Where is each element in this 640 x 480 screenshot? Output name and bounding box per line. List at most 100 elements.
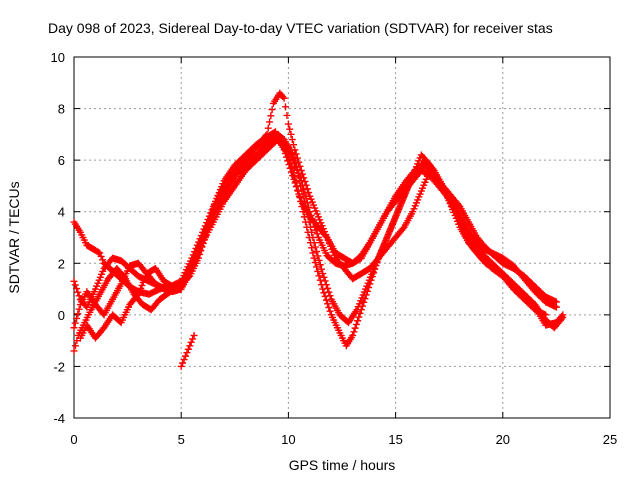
data-point — [71, 281, 79, 289]
data-point — [267, 112, 275, 120]
data-point — [262, 132, 270, 140]
data-point — [70, 347, 78, 355]
data-point — [305, 189, 313, 197]
data-point — [291, 146, 299, 154]
data-point — [281, 150, 289, 158]
data-point — [360, 298, 368, 306]
y-tick-label: 4 — [58, 205, 65, 220]
data-point — [283, 111, 291, 119]
y-tick-label: 10 — [51, 50, 65, 65]
data-point — [310, 254, 318, 262]
data-point — [286, 164, 294, 172]
data-point — [351, 324, 359, 332]
data-point — [74, 310, 82, 318]
data-point — [315, 272, 323, 280]
data-point — [367, 276, 375, 284]
data-point — [354, 317, 362, 325]
data-point — [317, 265, 325, 273]
data-point — [263, 130, 271, 138]
data-point — [321, 277, 329, 285]
data-point — [371, 265, 379, 273]
data-point — [177, 362, 185, 370]
data-point — [282, 103, 290, 111]
data-point — [97, 252, 105, 260]
data-point — [280, 146, 288, 154]
data-point — [317, 281, 325, 289]
data-point — [309, 249, 317, 257]
data-point — [283, 153, 291, 161]
data-point — [189, 335, 197, 343]
data-point — [316, 276, 324, 284]
data-point — [305, 234, 313, 241]
data-point — [361, 295, 369, 303]
data-point — [308, 244, 316, 252]
data-point — [187, 338, 195, 346]
data-point — [303, 223, 311, 231]
y-axis-label: SDTVAR / TECUs — [6, 181, 22, 293]
chart-title: Day 098 of 2023, Sidereal Day-to-day VTE… — [48, 20, 553, 36]
data-point — [70, 277, 78, 285]
grid — [74, 57, 610, 418]
data-point — [357, 306, 365, 314]
data-point — [99, 256, 107, 264]
data-point — [200, 236, 208, 244]
data-point — [320, 289, 328, 297]
data-point — [298, 170, 306, 178]
y-tick-label: 0 — [58, 308, 65, 323]
data-point — [320, 273, 328, 281]
data-point — [284, 157, 292, 165]
data-point — [326, 292, 334, 300]
data-point — [302, 181, 310, 189]
data-point — [359, 302, 367, 310]
data-point — [290, 175, 298, 183]
data-point — [190, 331, 198, 339]
y-tick-label: -2 — [53, 359, 65, 374]
data-point — [370, 269, 378, 277]
data-point — [315, 256, 323, 264]
data-series — [70, 133, 567, 329]
data-point — [295, 190, 303, 198]
data-point — [296, 194, 304, 202]
data-point — [322, 296, 330, 304]
data-point — [194, 254, 202, 262]
data-point — [313, 247, 321, 255]
data-point — [558, 315, 566, 323]
data-point — [264, 124, 272, 132]
x-tick-label: 15 — [388, 432, 402, 447]
data-point — [350, 328, 358, 336]
data-point — [319, 285, 327, 293]
data-point — [352, 320, 360, 328]
x-tick-label: 20 — [496, 432, 510, 447]
data-point — [288, 136, 296, 144]
data-point — [311, 259, 319, 267]
data-point — [356, 309, 364, 317]
data-point — [363, 287, 371, 295]
data-point — [399, 225, 407, 233]
data-point — [362, 291, 370, 299]
data-point — [294, 186, 302, 194]
data-point — [186, 342, 194, 350]
data-point — [291, 179, 299, 187]
x-axis-label: GPS time / hours — [289, 457, 396, 473]
data-point — [202, 232, 210, 240]
data-point — [179, 359, 187, 367]
data-point — [313, 263, 321, 271]
data-point — [324, 300, 332, 308]
data-point — [74, 288, 82, 296]
data-point — [300, 174, 308, 182]
data-series — [70, 128, 560, 332]
data-point — [71, 319, 79, 327]
data-point — [280, 94, 288, 102]
data-point — [184, 345, 192, 353]
data-point — [285, 161, 293, 169]
data-point — [304, 228, 312, 236]
data-point — [96, 249, 104, 257]
data-point — [368, 273, 376, 281]
data-point — [73, 337, 81, 345]
data-point — [75, 305, 83, 313]
data-point — [94, 248, 102, 256]
data-point — [306, 239, 314, 247]
data-point — [183, 349, 191, 357]
data-point — [326, 307, 334, 315]
